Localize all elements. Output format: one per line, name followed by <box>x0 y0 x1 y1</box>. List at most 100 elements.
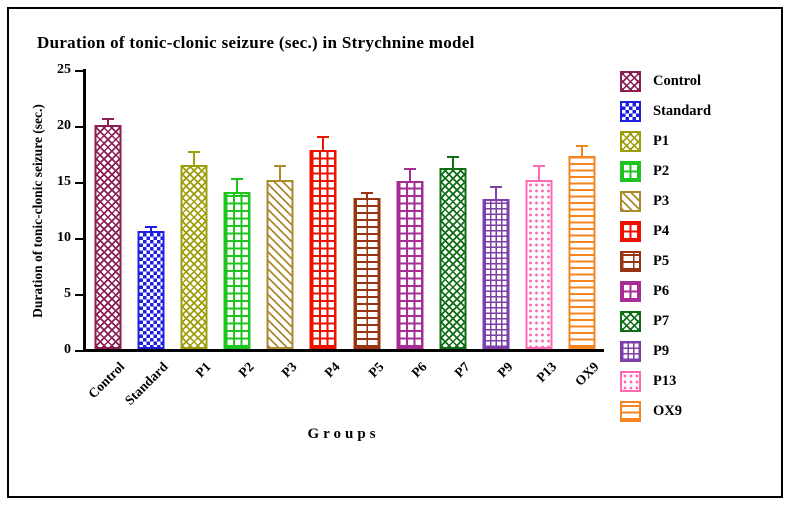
bar-group-P3 <box>259 69 302 349</box>
x-axis-label: Groups <box>307 426 380 442</box>
legend-label-P13: P13 <box>653 373 677 389</box>
x-tick: P5 <box>345 352 388 428</box>
legend-swatch-Control <box>620 71 641 92</box>
x-tick: P7 <box>431 352 474 428</box>
y-tick-label: 20 <box>57 118 71 133</box>
x-tick-label-Standard: Standard <box>121 359 171 408</box>
legend-label-P1: P1 <box>653 133 670 149</box>
plot-area <box>83 69 604 352</box>
legend-swatch-P4 <box>620 221 641 242</box>
error-bar <box>365 192 368 198</box>
legend-swatch-P2 <box>620 161 641 182</box>
x-tick-label-P5: P5 <box>365 359 387 381</box>
x-tick: P2 <box>216 352 259 428</box>
bar-group-OX9 <box>561 69 604 349</box>
x-tick-label-P9: P9 <box>494 359 516 381</box>
y-tick-label: 10 <box>57 230 71 245</box>
legend-item-P1: P1 <box>620 131 711 152</box>
bar-group-P13 <box>518 69 561 349</box>
x-tick: P9 <box>475 352 518 428</box>
y-axis-label-column: Duration of tonic-clonic seizure (sec.) <box>27 69 49 352</box>
error-bar <box>451 157 454 168</box>
bar-group-P1 <box>172 69 215 349</box>
error-bar-cap <box>317 136 330 139</box>
y-tick-label: 15 <box>57 174 71 189</box>
bar-P6 <box>396 181 424 349</box>
legend-label-Standard: Standard <box>653 103 712 119</box>
error-bar-cap <box>187 150 200 153</box>
error-bar-cap <box>446 156 459 159</box>
x-axis-tick-labels: Control Standard P1 P2 P3 P4 P5 P6 P7 P9 P13 OX9 <box>84 352 604 428</box>
y-tick-mark <box>75 125 83 128</box>
legend-label-P9: P9 <box>653 343 670 359</box>
x-tick-label-P13: P13 <box>532 359 559 385</box>
legend-item-P7: P7 <box>620 311 711 332</box>
y-tick-label: 25 <box>57 62 71 77</box>
bar-group-P4 <box>302 69 345 349</box>
x-tick-label-Control: Control <box>84 359 128 402</box>
bar-P2 <box>223 192 251 349</box>
y-tick-mark <box>75 349 83 352</box>
bar-Control <box>94 125 122 349</box>
error-bar-cap <box>360 191 373 194</box>
x-tick-label-P1: P1 <box>192 359 214 381</box>
bar-P9 <box>482 198 510 349</box>
y-tick-mark <box>75 181 83 184</box>
bar-P4 <box>309 149 337 349</box>
legend-swatch-P6 <box>620 281 641 302</box>
bar-group-P9 <box>475 69 518 349</box>
error-bar <box>149 226 152 232</box>
error-bar <box>581 146 584 157</box>
error-bar-cap <box>231 177 244 180</box>
legend-swatch-P5 <box>620 251 641 272</box>
legend-item-Standard: Standard <box>620 101 711 122</box>
x-tick-label-P3: P3 <box>278 359 300 381</box>
error-bar <box>538 166 541 180</box>
chart-body: Duration of tonic-clonic seizure (sec.) … <box>27 62 775 443</box>
x-tick-label-P7: P7 <box>451 359 473 381</box>
legend-item-P2: P2 <box>620 161 711 182</box>
legend-item-OX9: OX9 <box>620 401 711 422</box>
y-axis: 0 5 10 15 20 25 <box>49 62 83 357</box>
y-tick-label: 0 <box>64 342 71 357</box>
bar-group-Control <box>86 69 129 349</box>
x-tick: Control <box>84 352 129 428</box>
bar-Standard <box>137 231 165 349</box>
legend-label-P4: P4 <box>653 223 670 239</box>
legend-label-OX9: OX9 <box>653 403 682 419</box>
error-bar-cap <box>144 225 157 228</box>
y-tick-label: 5 <box>64 286 71 301</box>
x-tick: P13 <box>518 352 561 428</box>
y-tick-mark <box>75 293 83 296</box>
legend-swatch-OX9 <box>620 401 641 422</box>
legend-item-P3: P3 <box>620 191 711 212</box>
x-tick: OX9 <box>561 352 604 428</box>
x-tick-label-P2: P2 <box>235 359 257 381</box>
chart-frame: Duration of tonic-clonic seizure (sec.) … <box>7 7 783 498</box>
bar-group-P6 <box>388 69 431 349</box>
plot-column: Control Standard P1 P2 P3 P4 P5 P6 P7 P9 P13 OX9 Gr… <box>83 69 604 443</box>
error-bar-cap <box>490 185 503 188</box>
x-tick-label-P4: P4 <box>321 359 344 381</box>
legend-item-P9: P9 <box>620 341 711 362</box>
error-bar <box>322 137 325 150</box>
error-bar-cap <box>533 165 546 168</box>
error-bar-cap <box>101 118 114 121</box>
legend-label-Control: Control <box>653 73 702 89</box>
legend-item-P5: P5 <box>620 251 711 272</box>
bar-group-P7 <box>431 69 474 349</box>
legend-swatch-P1 <box>620 131 641 152</box>
error-bar <box>106 119 109 125</box>
bar-group-P2 <box>216 69 259 349</box>
bar-group-P5 <box>345 69 388 349</box>
legend-label-P2: P2 <box>653 163 670 179</box>
error-bar <box>408 168 411 181</box>
error-bar-cap <box>274 165 287 168</box>
y-axis-label: Duration of tonic-clonic seizure (sec.) <box>30 103 45 318</box>
legend-item-P13: P13 <box>620 371 711 392</box>
error-bar-cap <box>576 145 589 148</box>
legend-label-P6: P6 <box>653 283 670 299</box>
bar-P1 <box>180 165 208 349</box>
legend-item-P4: P4 <box>620 221 711 242</box>
error-bar <box>236 178 239 193</box>
